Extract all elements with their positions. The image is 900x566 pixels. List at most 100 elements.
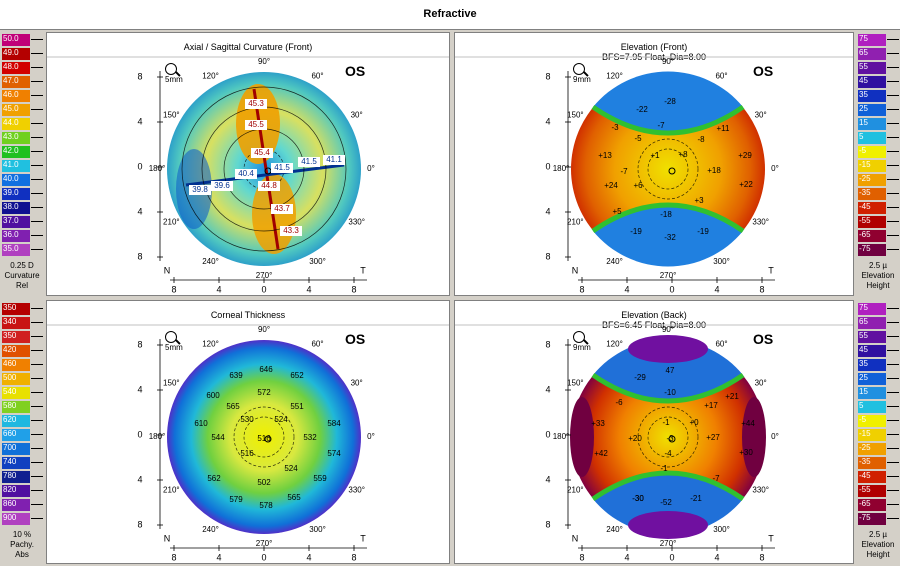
map-value: 45.5 [248,120,264,129]
map-ring [647,148,689,190]
scale-label: 39.0 [3,188,19,197]
scale-swatch [2,373,30,385]
scale-swatch [858,90,886,102]
pachymetry-color-scale: 350 340 350 420 460 500 540 580 620 660 700 740 780 8… [0,302,44,564]
scale-tick [31,39,43,40]
scale-swatch [858,48,886,60]
scale-step: 780 [0,470,44,484]
scale-label: 41.0 [3,160,19,169]
scale-label: 900 [3,513,17,522]
zoom-button[interactable]: 9mm [573,331,591,352]
scale-label: 740 [3,457,17,466]
scale-swatch [858,317,886,329]
value-label-box [298,157,320,167]
scale-footer-text: Abs [15,550,29,559]
corneal-thickness-title: Corneal Thickness [210,310,286,320]
scale-tick [31,462,43,463]
zoom-button[interactable]: 5mm [165,331,183,352]
temporal-label: T [768,265,774,275]
elevation-front-panel[interactable]: Elevation (Front) BFS=7.95 Float, Dia=8.… [454,32,854,296]
scale-step: 39.0 [0,187,44,201]
scale-footer-text: Curvature [4,271,40,280]
degree-label: 120° [202,339,219,348]
scale-tick [887,462,899,463]
scale-swatch [858,499,886,511]
scale-swatch [858,401,886,413]
nasal-label: N [164,533,171,543]
low-region-superior [593,71,743,133]
scale-step: 5 [856,131,900,145]
scale-swatch [2,90,30,102]
scale-step: 5 [856,400,900,414]
scale-tick [31,221,43,222]
degree-label: 0° [771,164,779,173]
degree-label: 30° [755,111,767,120]
scale-tick [31,406,43,407]
scale-tick [887,504,899,505]
map-value: -7 [712,474,720,483]
scale-swatch [2,415,30,427]
scale-swatch [858,443,886,455]
y-tick-label: 8 [545,71,550,81]
value-label-box [189,185,211,195]
degree-label: 90° [662,57,674,66]
scale-label: 42.0 [3,146,19,155]
map-value: -5 [634,134,642,143]
zoom-button[interactable]: 5mm [165,63,183,84]
scale-label: 35.0 [3,244,19,253]
scale-footer-text: Height [866,550,890,559]
scale-step: 41.0 [0,159,44,173]
map-value: 646 [259,365,273,374]
scale-step: -35 [856,456,900,470]
scale-step: -45 [856,470,900,484]
axial-panel-title: Axial / Sagittal Curvature (Front) [183,42,313,52]
degree-label: 120° [606,339,623,348]
scale-step: -75 [856,512,900,526]
scale-tick [887,322,899,323]
scale-label: 860 [3,499,17,508]
scale-label: 43.0 [3,132,19,141]
zoom-button[interactable]: 9mm [573,63,591,84]
scale-step: 350 [0,330,44,344]
scale-label: 75 [859,34,868,43]
scale-step: 15 [856,386,900,400]
window-title: Refractive [423,8,477,20]
elevation-back-color-scale: 75 65 55 45 35 25 15 5 -5 -15 -25 -35 -45 -55 -65 -75 2.… [856,302,900,564]
scale-swatch [2,62,30,74]
scale-step: 43.0 [0,131,44,145]
magnifier-icon [573,63,585,75]
y-tick-label: 4 [137,474,142,484]
scale-label: 500 [3,373,17,382]
map-value: +11 [717,124,731,133]
scale-label: 37.0 [3,216,19,225]
scale-swatch [2,345,30,357]
map-value: -52 [660,498,672,507]
scale-label: 47.0 [3,76,19,85]
corneal-thickness-panel[interactable]: Corneal Thickness 8 4 0 4 8 8 4 0 4 8 N T 90° 60° 30° 0… [46,300,450,564]
topography-map-disc [167,72,361,266]
scale-label: 350 [3,303,17,312]
degree-label: 150° [163,379,180,388]
scale-swatch [858,146,886,158]
axial-curvature-panel[interactable]: Axial / Sagittal Curvature (Front) 8 4 0 4 8… [46,32,450,296]
scale-swatch [2,188,30,200]
elevation-back-panel[interactable]: Elevation (Back) BFS=6.45 Float, Dia=8.0… [454,300,854,564]
scale-label: 5 [859,401,864,410]
value-label-box [271,204,293,214]
scale-step: 55 [856,61,900,75]
scale-swatch [2,216,30,228]
map-value: 524 [274,415,288,424]
x-tick-label: 4 [216,284,221,294]
scale-step: 740 [0,456,44,470]
map-value: 41.1 [326,155,342,164]
value-label-box [235,169,257,179]
map-value: -29 [634,373,646,382]
degree-label: 120° [606,71,623,80]
map-value: +1 [650,151,660,160]
scale-label: -5 [859,146,867,155]
scale-tick [887,193,899,194]
map-value: 578 [259,501,273,510]
scale-tick [887,336,899,337]
y-tick-label: 8 [137,71,142,81]
map-value: 41.5 [274,163,290,172]
